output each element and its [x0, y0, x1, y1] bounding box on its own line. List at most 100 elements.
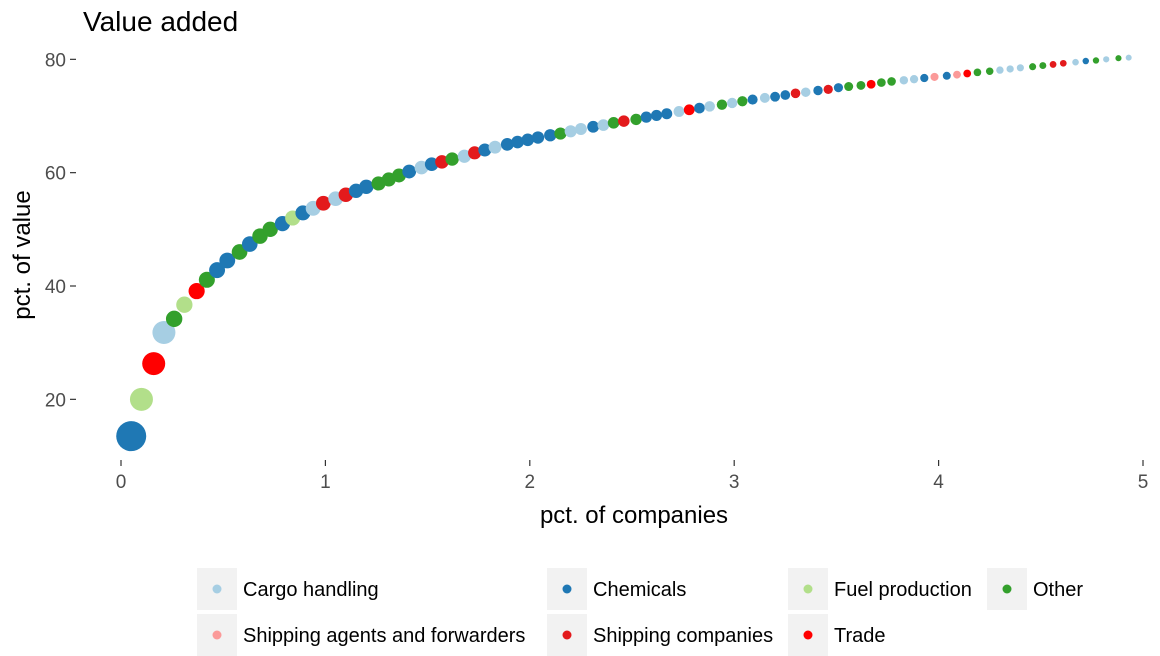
- data-point: [737, 96, 748, 107]
- data-point: [116, 421, 147, 452]
- data-point: [704, 101, 715, 112]
- legend-label: Shipping agents and forwarders: [243, 625, 525, 647]
- data-point: [909, 74, 919, 84]
- data-point: [877, 78, 886, 87]
- data-point: [790, 88, 801, 99]
- legend-label: Other: [1033, 579, 1083, 601]
- data-point: [1016, 64, 1024, 72]
- data-point: [262, 221, 278, 238]
- x-axis: 0 1 2 3 4 5: [116, 460, 1149, 493]
- data-point: [152, 320, 176, 344]
- data-point: [920, 73, 929, 83]
- data-point: [142, 352, 166, 376]
- data-point: [1115, 55, 1122, 62]
- data-point: [823, 84, 833, 95]
- data-point: [694, 102, 705, 114]
- y-tick-label: 20: [45, 390, 66, 411]
- data-point: [531, 131, 545, 144]
- data-point: [402, 164, 417, 179]
- legend-swatch: [212, 630, 222, 640]
- data-point: [424, 157, 439, 171]
- data-point: [478, 143, 492, 157]
- data-point: [315, 195, 331, 211]
- data-point: [996, 66, 1004, 74]
- x-tick-label: 2: [525, 472, 536, 493]
- data-point: [844, 82, 854, 92]
- data-point: [759, 92, 770, 103]
- data-point: [209, 262, 226, 279]
- data-point: [650, 109, 663, 122]
- data-point: [887, 77, 896, 86]
- data-point: [198, 271, 215, 288]
- chart-title: Value added: [83, 6, 238, 37]
- data-point: [176, 296, 193, 313]
- data-point: [899, 76, 909, 85]
- y-tick-label: 60: [45, 164, 66, 185]
- data-point: [521, 133, 535, 147]
- data-point: [457, 149, 472, 163]
- legend-swatch: [562, 630, 572, 640]
- data-point: [554, 127, 567, 140]
- x-tick-label: 0: [116, 472, 127, 493]
- data-point: [574, 123, 587, 136]
- data-point: [640, 111, 652, 123]
- y-tick-label: 80: [45, 50, 66, 71]
- legend-swatch: [803, 584, 813, 594]
- data-point: [587, 120, 600, 133]
- legend-swatch: [212, 584, 222, 594]
- data-point: [800, 87, 811, 97]
- data-point: [985, 67, 994, 75]
- data-point: [468, 146, 482, 160]
- data-point: [1092, 57, 1100, 64]
- data-point: [770, 91, 781, 102]
- legend-label: Trade: [834, 625, 886, 647]
- data-point: [1059, 59, 1067, 67]
- data-point: [1006, 65, 1014, 73]
- data-point: [780, 90, 791, 100]
- legend-label: Fuel production: [834, 579, 972, 601]
- data-points: [116, 54, 1132, 452]
- legend-swatch: [803, 630, 813, 640]
- data-point: [129, 387, 153, 411]
- data-point: [973, 68, 982, 77]
- data-point: [942, 71, 951, 80]
- x-axis-title: pct. of companies: [540, 502, 728, 529]
- legend: Cargo handling Chemicals Fuel production Ot…: [197, 568, 1083, 656]
- data-point: [618, 115, 630, 127]
- data-point: [1039, 62, 1047, 70]
- y-tick-label: 40: [45, 277, 66, 298]
- data-point: [219, 252, 236, 269]
- y-axis: 20 40 60 80: [45, 50, 76, 411]
- data-point: [963, 69, 972, 78]
- data-point: [188, 283, 205, 300]
- data-point: [747, 94, 758, 105]
- legend-label: Chemicals: [593, 579, 686, 601]
- data-point: [564, 125, 577, 138]
- data-point: [1049, 61, 1057, 68]
- x-tick-label: 4: [933, 472, 944, 493]
- data-point: [716, 99, 728, 110]
- data-point: [544, 129, 557, 142]
- data-point: [359, 179, 374, 194]
- data-point: [1103, 56, 1110, 63]
- data-point: [813, 85, 823, 96]
- data-point: [1029, 63, 1037, 71]
- data-point: [511, 135, 524, 149]
- data-point: [630, 113, 642, 126]
- legend-label: Shipping companies: [593, 625, 773, 647]
- x-tick-label: 5: [1138, 472, 1149, 493]
- legend-swatch: [562, 584, 572, 594]
- data-point: [726, 97, 738, 109]
- x-tick-label: 3: [729, 472, 740, 493]
- data-point: [1072, 58, 1079, 66]
- data-point: [488, 140, 502, 154]
- data-point: [435, 155, 449, 169]
- data-point: [165, 310, 183, 328]
- data-point: [445, 152, 459, 166]
- data-point: [866, 79, 876, 89]
- x-tick-label: 1: [320, 472, 331, 493]
- data-point: [661, 108, 673, 120]
- data-point: [856, 80, 866, 90]
- data-point: [683, 104, 695, 116]
